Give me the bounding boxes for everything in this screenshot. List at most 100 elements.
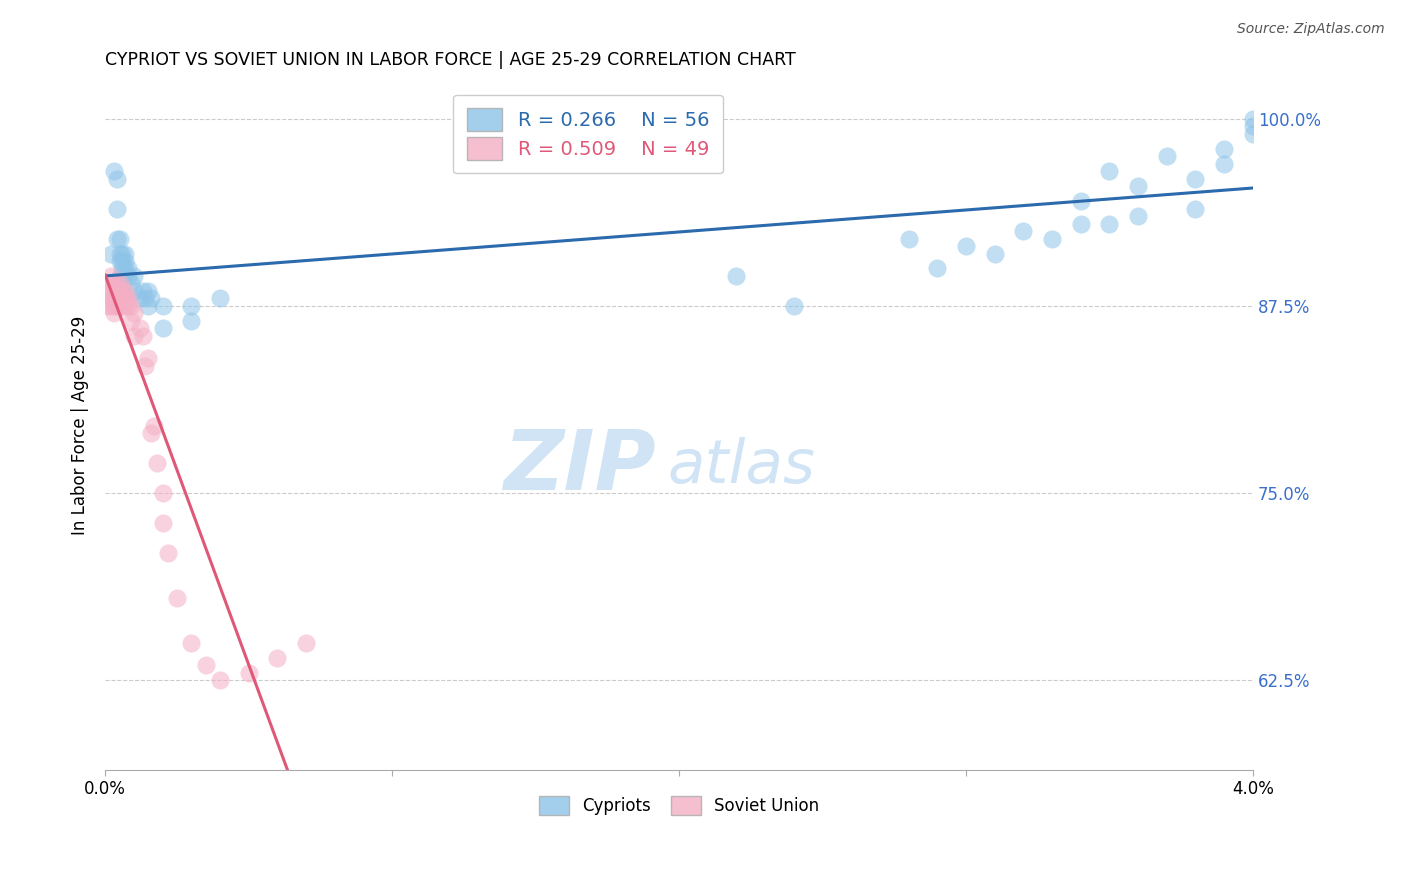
Text: atlas: atlas [668, 437, 815, 497]
Point [152, 299, 174, 313]
Point [180, 299, 202, 313]
Point [114, 292, 136, 306]
Point [103, 292, 125, 306]
Point [1184, 171, 1206, 186]
Point [117, 261, 139, 276]
Point [166, 591, 188, 605]
Point [1184, 202, 1206, 216]
Point [152, 321, 174, 335]
Point [134, 359, 156, 373]
Point [114, 299, 136, 313]
Point [97, 284, 120, 298]
Point [108, 284, 131, 298]
Point [100, 277, 122, 291]
Point [117, 299, 139, 313]
Point [955, 239, 977, 253]
Point [1070, 194, 1092, 208]
Point [1241, 120, 1264, 134]
Point [136, 299, 159, 313]
Point [122, 306, 145, 320]
Point [725, 268, 748, 283]
Text: CYPRIOT VS SOVIET UNION IN LABOR FORCE | AGE 25-29 CORRELATION CHART: CYPRIOT VS SOVIET UNION IN LABOR FORCE |… [105, 51, 796, 69]
Point [1213, 157, 1236, 171]
Point [105, 292, 128, 306]
Point [103, 306, 125, 320]
Point [114, 254, 136, 268]
Point [238, 665, 260, 680]
Point [111, 254, 134, 268]
Point [1126, 209, 1149, 223]
Point [100, 292, 122, 306]
Point [120, 314, 142, 328]
Point [1126, 179, 1149, 194]
Point [103, 299, 125, 313]
Point [100, 246, 122, 260]
Point [131, 284, 153, 298]
Point [180, 314, 202, 328]
Point [111, 299, 134, 313]
Point [1040, 231, 1063, 245]
Point [134, 292, 156, 306]
Point [897, 231, 920, 245]
Point [108, 299, 131, 313]
Point [97, 299, 120, 313]
Point [194, 658, 217, 673]
Point [139, 292, 162, 306]
Point [152, 516, 174, 530]
Point [1098, 217, 1121, 231]
Point [122, 329, 145, 343]
Point [1070, 217, 1092, 231]
Point [108, 277, 131, 291]
Point [1241, 112, 1264, 126]
Point [157, 546, 180, 560]
Point [114, 261, 136, 276]
Point [295, 636, 318, 650]
Point [105, 277, 128, 291]
Point [136, 351, 159, 366]
Point [111, 284, 134, 298]
Point [136, 284, 159, 298]
Point [120, 277, 142, 291]
Point [122, 284, 145, 298]
Text: Source: ZipAtlas.com: Source: ZipAtlas.com [1237, 22, 1385, 37]
Point [103, 277, 125, 291]
Point [114, 268, 136, 283]
Point [143, 418, 166, 433]
Point [100, 299, 122, 313]
Point [266, 650, 288, 665]
Point [180, 636, 202, 650]
Point [122, 268, 145, 283]
Point [105, 171, 128, 186]
Point [105, 231, 128, 245]
Point [108, 254, 131, 268]
Point [128, 321, 150, 335]
Point [100, 268, 122, 283]
Y-axis label: In Labor Force | Age 25-29: In Labor Force | Age 25-29 [72, 316, 89, 535]
Point [1098, 164, 1121, 178]
Point [114, 284, 136, 298]
Point [111, 246, 134, 260]
Point [108, 292, 131, 306]
Point [1012, 224, 1035, 238]
Point [108, 246, 131, 260]
Point [111, 292, 134, 306]
Point [131, 329, 153, 343]
Point [208, 292, 231, 306]
Point [1156, 149, 1178, 163]
Point [927, 261, 949, 276]
Point [1241, 127, 1264, 141]
Point [152, 486, 174, 500]
Point [105, 299, 128, 313]
Text: ZIP: ZIP [503, 426, 657, 508]
Point [114, 246, 136, 260]
Point [100, 284, 122, 298]
Legend: Cypriots, Soviet Union: Cypriots, Soviet Union [530, 788, 828, 823]
Point [103, 284, 125, 298]
Point [120, 299, 142, 313]
Point [208, 673, 231, 688]
Point [111, 268, 134, 283]
Point [139, 426, 162, 441]
Point [105, 202, 128, 216]
Point [117, 268, 139, 283]
Point [108, 268, 131, 283]
